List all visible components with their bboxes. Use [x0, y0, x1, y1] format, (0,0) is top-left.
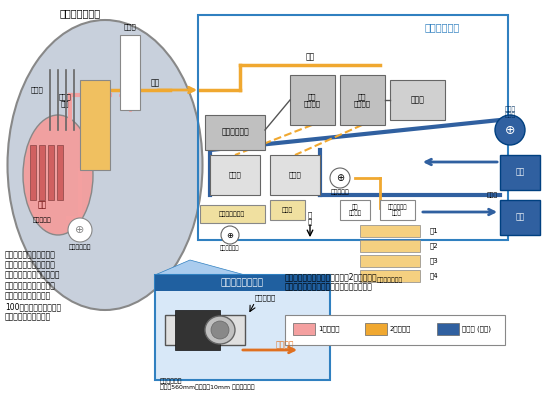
Text: 燃料: 燃料 — [37, 200, 46, 210]
Text: ⊕: ⊕ — [75, 225, 85, 235]
Bar — [30, 145, 36, 200]
Text: 蒸気: 蒸気 — [150, 79, 160, 87]
Polygon shape — [155, 260, 245, 275]
Text: 原子炉を冷却する系統の
主要配管はステンレス製
で、事故のあったタービン
建屋の系統の配管に使わ
れてる炭素鋼に比べて
100倍程度減肉に強いも
のを使用してい: 原子炉を冷却する系統の 主要配管はステンレス製 で、事故のあったタービン 建屋の… — [5, 250, 61, 322]
Bar — [39, 145, 45, 200]
Text: 第3: 第3 — [430, 258, 439, 264]
Text: 原子炉格納容器: 原子炉格納容器 — [60, 8, 101, 18]
Bar — [198, 15, 508, 240]
Ellipse shape — [211, 321, 229, 339]
Text: 配管から噴出した熱水と蒸気は2次冷却材で
周辺環境への放射能の影響はありません。: 配管から噴出した熱水と蒸気は2次冷却材で 周辺環境への放射能の影響はありません。 — [285, 272, 377, 291]
Bar — [210, 155, 260, 195]
Bar — [340, 200, 370, 220]
Bar — [437, 323, 459, 335]
Bar — [360, 225, 420, 237]
Ellipse shape — [8, 20, 202, 310]
Text: 脱気器: 脱気器 — [281, 207, 293, 213]
Bar — [500, 200, 540, 235]
Text: 第1: 第1 — [430, 228, 439, 234]
Bar — [390, 80, 445, 120]
Circle shape — [68, 218, 92, 242]
Text: 復水器: 復水器 — [229, 172, 241, 178]
Bar — [340, 75, 385, 125]
Text: 加圧器: 加圧器 — [124, 23, 136, 30]
Circle shape — [221, 226, 239, 244]
Bar — [360, 270, 420, 282]
Text: ⊕: ⊕ — [336, 173, 344, 183]
Bar — [48, 145, 54, 200]
Text: 冷却材ポンプ: 冷却材ポンプ — [69, 244, 91, 250]
Text: 高圧タービン: 高圧タービン — [221, 127, 249, 137]
Text: オリフィス: オリフィス — [255, 295, 276, 301]
Text: 蒸気: 蒸気 — [305, 52, 315, 62]
Circle shape — [495, 115, 525, 145]
Bar — [365, 323, 387, 335]
Circle shape — [330, 168, 350, 188]
Bar — [270, 200, 305, 220]
Text: 復水配管破損箇所: 復水配管破損箇所 — [220, 279, 264, 287]
Bar — [57, 145, 63, 200]
Bar — [165, 315, 245, 345]
Bar — [380, 200, 415, 220]
Text: 循環水 (海水): 循環水 (海水) — [462, 326, 491, 332]
Text: 低圧
タービン: 低圧 タービン — [353, 93, 370, 107]
Bar — [155, 275, 330, 380]
Bar — [290, 75, 335, 125]
Text: 発電機: 発電機 — [411, 96, 425, 104]
Text: 第2: 第2 — [430, 243, 439, 249]
Bar — [500, 155, 540, 190]
Text: 復水
脱塩装置: 復水 脱塩装置 — [348, 204, 362, 216]
Text: 海水: 海水 — [515, 168, 525, 177]
Text: 海水: 海水 — [515, 212, 525, 222]
Bar — [155, 275, 330, 291]
Text: 2次冷却材: 2次冷却材 — [390, 326, 411, 332]
Text: 【復水配管】
外径：560mm　肉厚：10mm 材質：炭素鋼: 【復水配管】 外径：560mm 肉厚：10mm 材質：炭素鋼 — [160, 378, 254, 390]
Bar — [270, 155, 320, 195]
Bar — [175, 310, 220, 350]
Text: 復水器: 復水器 — [289, 172, 301, 178]
Bar — [200, 205, 265, 223]
Text: 1次冷却材: 1次冷却材 — [318, 326, 340, 332]
Text: ⊕: ⊕ — [226, 231, 234, 239]
Bar — [360, 255, 420, 267]
Text: 低圧給水加熱器: 低圧給水加熱器 — [377, 277, 403, 283]
Text: 循環水
ポンプ: 循環水 ポンプ — [504, 106, 516, 118]
Text: 熱
水: 熱 水 — [308, 211, 312, 225]
Text: グランド蒸気
復水器: グランド蒸気 復水器 — [387, 204, 407, 216]
Text: 第4: 第4 — [430, 273, 439, 279]
Bar — [120, 35, 140, 110]
Bar — [285, 315, 505, 345]
Text: 低圧
タービン: 低圧 タービン — [304, 93, 321, 107]
Text: 蒸気発
生機: 蒸気発 生機 — [59, 93, 71, 107]
Text: 流れ方向: 流れ方向 — [276, 341, 294, 349]
Text: 主給水ポンプ: 主給水ポンプ — [220, 245, 240, 251]
Bar — [198, 15, 508, 240]
Text: 復水ポンプ: 復水ポンプ — [330, 189, 350, 195]
Bar — [80, 80, 110, 170]
Bar — [293, 323, 315, 335]
Ellipse shape — [23, 115, 93, 235]
Bar — [360, 240, 420, 252]
Bar — [205, 115, 265, 150]
Text: 高圧給水加熱器: 高圧給水加熱器 — [219, 211, 245, 217]
Text: 原子炉容器: 原子炉容器 — [33, 217, 51, 223]
Text: 制御棒: 制御棒 — [31, 87, 43, 93]
Text: ⊕: ⊕ — [505, 123, 515, 137]
Text: 放水口: 放水口 — [487, 192, 498, 198]
Text: タービン建屋: タービン建屋 — [425, 22, 460, 32]
Ellipse shape — [205, 316, 235, 344]
